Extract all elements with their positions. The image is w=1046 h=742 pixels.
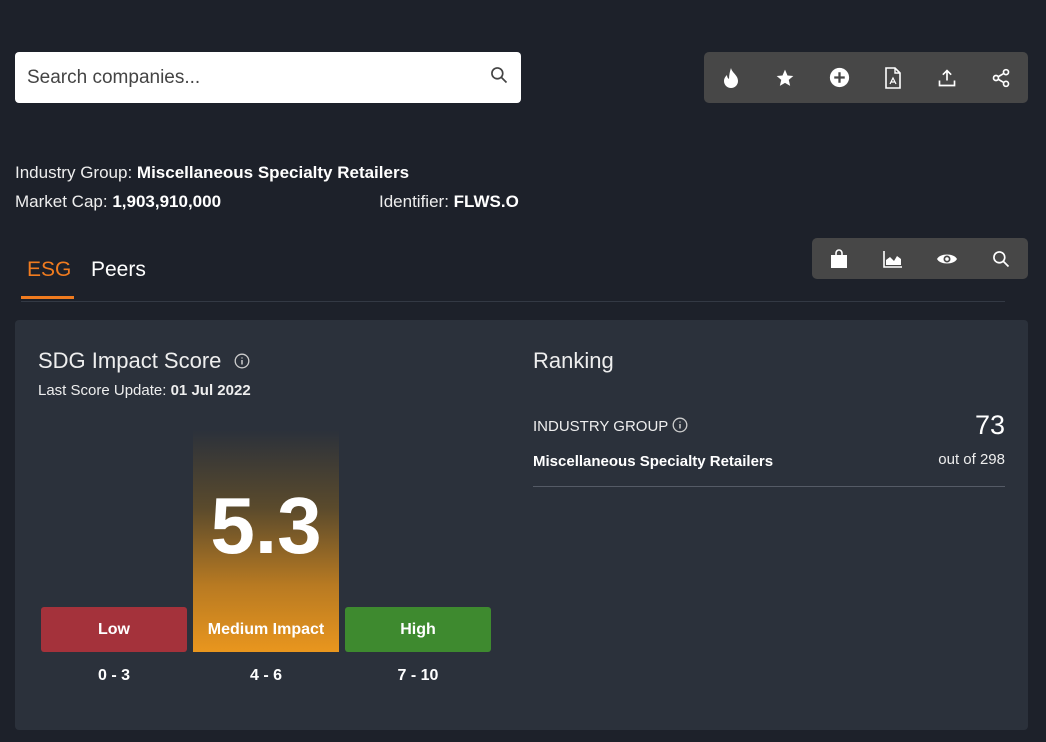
tab-bar: ESG Peers [21,250,1005,302]
sdg-score-title: SDG Impact Score [38,348,250,375]
shopping-bag-icon[interactable] [827,247,851,271]
search-icon[interactable] [489,65,509,90]
star-icon[interactable] [773,66,797,90]
band-medium: Medium Impact [207,620,325,638]
info-icon[interactable] [234,349,250,375]
upload-icon[interactable] [935,66,959,90]
tab-esg[interactable]: ESG [21,258,74,299]
search-input[interactable] [27,66,489,89]
pdf-icon[interactable] [881,66,905,90]
rank-out-of: out of 298 [938,451,1005,468]
industry-group-label: INDUSTRY GROUP [533,417,688,437]
industry-group-name: Miscellaneous Specialty Retailers [533,453,774,470]
score-value: 5.3 [210,481,322,570]
ranking-title: Ranking [533,348,614,373]
industry-group-info: Industry Group: Miscellaneous Specialty … [15,163,410,182]
range-medium: 4 - 6 [249,667,282,684]
tab-peers[interactable]: Peers [91,258,146,281]
band-low: Low [41,607,187,652]
industry-group-value: Miscellaneous Specialty Retailers [136,163,410,182]
market-cap-info: Market Cap: 1,903,910,000 [15,192,222,211]
band-high: High [345,607,491,652]
esg-card [15,320,1028,730]
add-circle-icon[interactable] [827,66,851,90]
identifier-value: FLWS.O [453,192,519,211]
rank-value: 73 [974,410,1005,440]
share-icon[interactable] [989,66,1013,90]
action-toolbar [704,52,1028,103]
eye-icon[interactable] [935,247,959,271]
search-icon[interactable] [989,247,1013,271]
last-score-update: Last Score Update: 01 Jul 2022 [38,382,251,399]
score-highlight [193,430,339,652]
market-cap-value: 1,903,910,000 [112,192,222,211]
identifier-info: Identifier: FLWS.O [379,192,519,211]
search-bar[interactable] [15,52,521,103]
divider [533,486,1005,487]
view-toolbar [812,238,1028,279]
area-chart-icon[interactable] [881,247,905,271]
range-low: 0 - 3 [97,667,130,684]
fire-icon[interactable] [719,66,743,90]
info-icon[interactable] [672,417,688,437]
range-high: 7 - 10 [397,667,439,684]
